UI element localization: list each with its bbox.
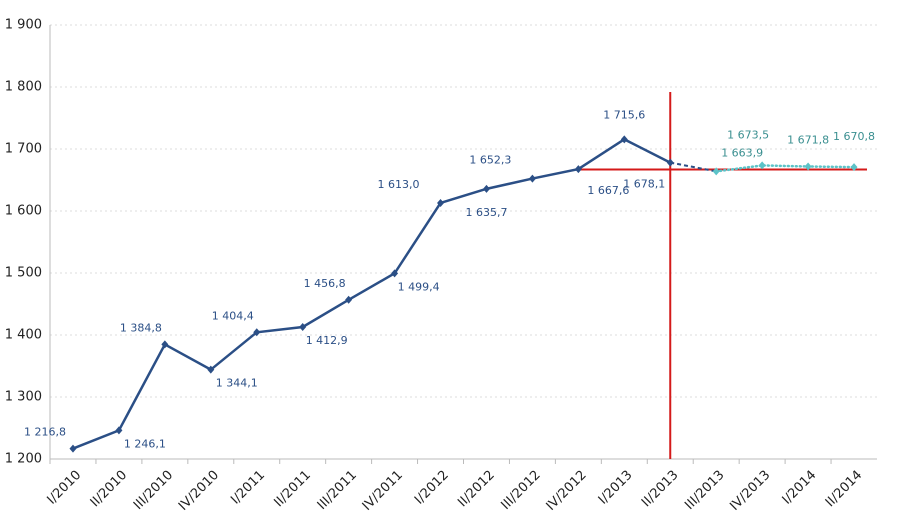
data-label: 1 344,1 [216,377,258,390]
series-line [71,137,672,450]
y-tick-label: 1 200 [5,452,42,467]
y-tick-label: 1 600 [5,204,42,219]
data-label: 1 246,1 [124,437,166,450]
data-label: 1 670,8 [833,130,875,143]
marker [299,323,307,332]
marker [482,184,490,193]
data-label: 1 499,4 [398,280,440,293]
y-tick-label: 1 800 [5,80,42,95]
connector [670,161,717,173]
data-label: 1 216,8 [24,426,66,439]
data-label: 1 412,9 [306,334,348,347]
marker [207,365,215,374]
x-tick-label: I/2013 [596,468,636,508]
marker [574,165,582,174]
data-label: 1 663,9 [721,146,763,159]
data-label: 1 384,8 [120,321,162,334]
data-label: 1 635,7 [465,206,507,219]
y-tick-label: 1 400 [5,328,42,343]
data-label: 1 652,3 [469,154,511,167]
x-tick-label: I/2014 [780,468,820,508]
marker [666,158,674,167]
x-tick-label: III/2010 [131,468,176,513]
marker [528,174,536,183]
data-label: 1 715,6 [603,108,645,121]
x-tick-label: II/2012 [455,468,498,511]
x-tick-label: IV/2012 [544,468,590,514]
data-label: 1 673,5 [727,128,769,141]
y-tick-label: 1 900 [5,18,42,33]
marker [804,162,812,171]
x-tick-label: IV/2010 [176,468,222,514]
x-tick-label: I/2010 [44,468,84,508]
x-tick-label: III/2013 [682,468,727,513]
data-label: 1 671,8 [787,133,829,146]
marker [345,295,353,304]
marker [69,444,77,453]
x-tick-label: II/2014 [823,468,866,511]
marker [620,135,628,144]
marker [850,163,858,172]
y-tick-label: 1 700 [5,142,42,157]
data-label: 1 667,6 [587,184,629,197]
x-tick-label: II/2011 [271,468,314,511]
x-tick-label: II/2010 [88,468,131,511]
marker [115,426,123,435]
series-line [714,164,856,173]
x-tick-label: IV/2011 [360,468,406,514]
data-label: 1 613,0 [378,178,420,191]
data-label: 1 678,1 [623,178,665,191]
x-tick-label: I/2012 [412,468,452,508]
x-tick-label: IV/2013 [727,468,773,514]
marker [253,328,261,337]
data-label: 1 456,8 [304,277,346,290]
y-tick-label: 1 500 [5,266,42,281]
data-label: 1 404,4 [212,309,254,322]
x-tick-label: III/2012 [498,468,543,513]
marker [758,161,766,170]
marker [161,340,169,349]
y-tick-label: 1 300 [5,390,42,405]
x-tick-label: III/2011 [315,468,360,513]
marker [437,198,445,207]
marker [391,269,399,278]
x-tick-label: II/2013 [639,468,682,511]
marker [712,167,720,176]
x-tick-label: I/2011 [228,468,268,508]
